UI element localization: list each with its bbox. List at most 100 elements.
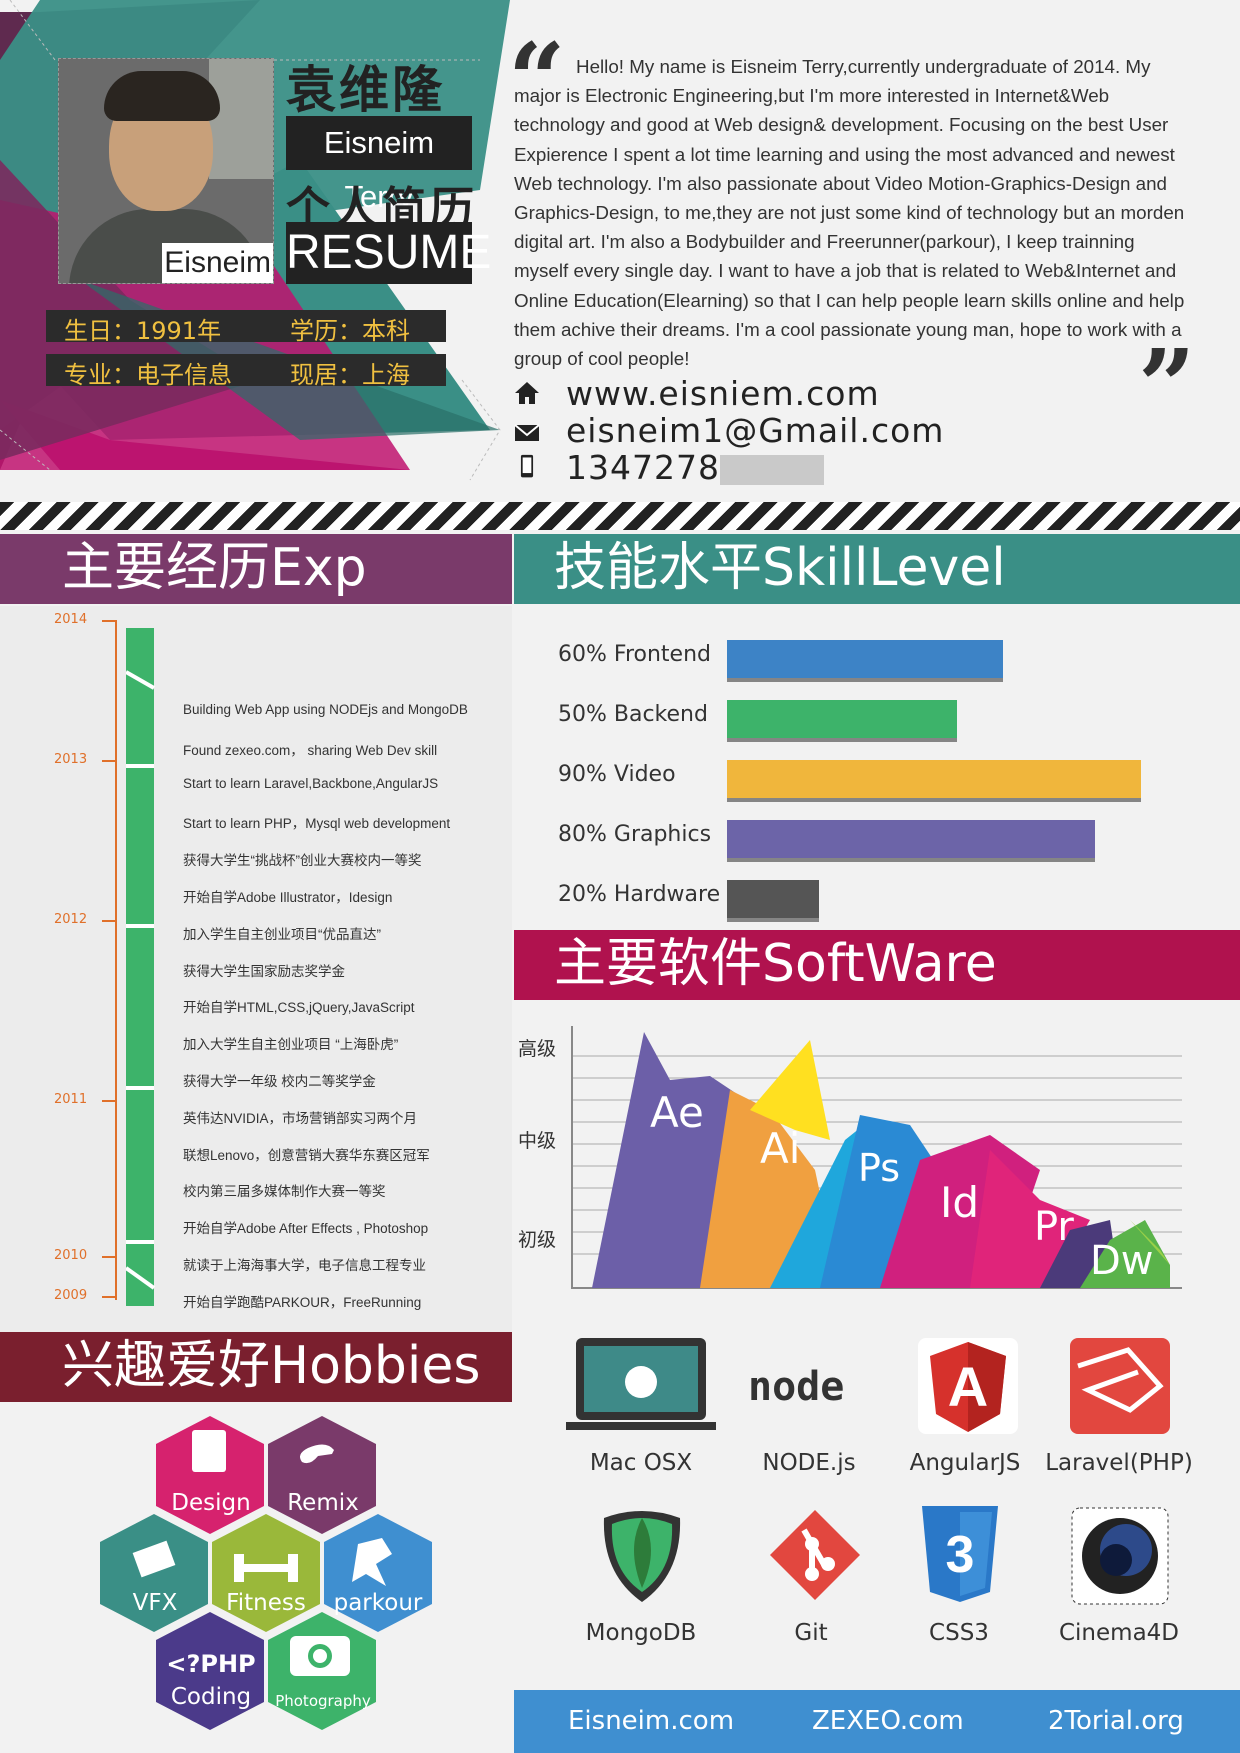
stripe-divider [0, 502, 1240, 530]
section-hobbies-header: 兴趣爱好Hobbies [0, 1332, 512, 1402]
footer-link-2torial[interactable]: 2Torial.org [1048, 1706, 1184, 1736]
timeline-year-tick [102, 1296, 116, 1298]
svg-text:3: 3 [946, 1526, 975, 1584]
footer-bar [514, 1690, 1240, 1753]
software-label: Id [940, 1178, 980, 1227]
laravel-icon [1070, 1338, 1170, 1434]
section-exp-header: 主要经历Exp [0, 534, 512, 604]
timeline-year-tick [102, 760, 116, 762]
skill-label: 50% Backend [558, 702, 708, 727]
level-mid: 中级 [518, 1130, 557, 1152]
education: 学历：本科 [290, 317, 410, 345]
timeline-entry: Building Web App using NODEjs and MongoD… [183, 702, 468, 717]
timeline-entry: 开始自学Adobe After Effects , Photoshop [183, 1221, 429, 1237]
hobby-design: Design [171, 1490, 251, 1516]
timeline-panel [0, 606, 512, 1332]
footer-link-zexeo[interactable]: ZEXEO.com [812, 1706, 964, 1736]
name-english: Eisneim Terry [286, 116, 472, 214]
phone-redaction [719, 454, 824, 485]
mail-icon [514, 424, 540, 441]
timeline-entry: 获得大学生“挑战杯”创业大赛校内一等奖 [183, 853, 422, 869]
info-bar-1 [46, 310, 446, 342]
skill-label: 60% Frontend [558, 642, 711, 667]
name-chinese: 袁维隆 [286, 61, 445, 119]
timeline-entry: 加入大学生自主创业项目 “上海卧虎” [183, 1037, 399, 1053]
skill-label: 20% Hardware [558, 882, 721, 907]
hobby-hexagons [100, 1416, 432, 1730]
skill-label: 80% Graphics [558, 822, 712, 847]
hobby-vfx: VFX [132, 1590, 178, 1616]
app-label: Mac OSX [589, 1450, 693, 1476]
home-icon [515, 382, 539, 404]
hobby-fitness: Fitness [226, 1590, 306, 1616]
timeline-year-tick [102, 1256, 116, 1258]
info-bar-2 [46, 354, 446, 386]
app-label: CSS3 [929, 1620, 989, 1646]
phone-icon [520, 454, 534, 478]
timeline-bar [126, 628, 156, 1306]
app-label: Cinema4D [1058, 1620, 1180, 1646]
software-label: Ai [760, 1124, 801, 1173]
timeline-entry: 获得大学一年级 校内二等奖学金 [183, 1074, 376, 1089]
level-low: 初级 [518, 1229, 557, 1251]
phone-number: 1347278 [566, 448, 824, 487]
svg-text:A: A [948, 1355, 988, 1418]
timeline-entry: 开始自学Adobe Illustrator，Idesign [183, 890, 393, 905]
nodejs-icon: node [748, 1364, 845, 1410]
website-link[interactable]: www.eisniem.com [566, 374, 880, 413]
bio-paragraph: Hello! My name is Eisneim Terry,currentl… [514, 56, 1185, 370]
timeline-year: 2013 [54, 752, 88, 767]
app-label: MongoDB [585, 1620, 697, 1646]
profile-photo: Eisneim [58, 58, 274, 284]
footer-link-eisneim[interactable]: Eisneim.com [568, 1706, 735, 1736]
close-quote-icon: ” [1138, 327, 1196, 445]
timeline-year: 2012 [54, 912, 88, 927]
residence: 现居：上海 [290, 361, 410, 389]
software-label: Pr [1034, 1204, 1074, 1250]
section-software-header: 主要软件SoftWare [514, 930, 1240, 1000]
timeline-year: 2011 [54, 1092, 88, 1107]
software-label: Dw [1090, 1238, 1154, 1284]
css3-icon: 3 [922, 1506, 998, 1602]
timeline-year: 2009 [54, 1288, 88, 1303]
birthday: 生日：1991年 [64, 317, 222, 345]
hobby-parkour: parkour [333, 1590, 423, 1616]
skill-bar [727, 760, 1141, 798]
timeline-entry: Start to learn PHP，Mysql web development [183, 816, 451, 832]
timeline-entry: 加入学生自主创业项目“优品直达” [183, 926, 381, 942]
open-quote-icon: “ [508, 21, 566, 139]
skill-bar [727, 640, 1003, 678]
timeline-axis [115, 620, 117, 1300]
section-skills-header: 技能水平SkillLevel [514, 534, 1240, 604]
timeline-year: 2014 [54, 612, 88, 627]
mongodb-icon [603, 1511, 681, 1602]
hobby-remix: Remix [287, 1490, 359, 1516]
software-label: Ps [858, 1146, 901, 1190]
skill-bar [727, 820, 1095, 858]
timeline-year-tick [102, 1100, 116, 1102]
timeline-entry: 联想Lenovo，创意营销大赛华东赛区冠军 [183, 1147, 430, 1163]
skill-bar [727, 880, 819, 918]
hobby-coding: Coding [170, 1684, 252, 1710]
bio-text: Hello! My name is Eisneim Terry,currentl… [514, 52, 1190, 373]
timeline-entry: 开始自学HTML,CSS,jQuery,JavaScript [183, 1000, 415, 1016]
mac-osx-icon [566, 1338, 716, 1430]
software-chart [571, 1026, 1182, 1289]
hobby-php-logo: <?PHP [166, 1650, 256, 1678]
app-label: Laravel(PHP) [1045, 1450, 1193, 1476]
major: 专业：电子信息 [64, 361, 232, 389]
timeline-year: 2010 [54, 1248, 88, 1263]
angularjs-icon: A [918, 1338, 1018, 1434]
resume-title-english: RESUME [286, 222, 491, 284]
skill-label: 90% Video [558, 762, 676, 787]
email-link[interactable]: eisneim1@Gmail.com [566, 411, 945, 450]
app-label: NODE.js [762, 1450, 856, 1476]
photo-name-tag: Eisneim [162, 243, 273, 283]
skill-bar [727, 700, 957, 738]
phone-digits: 1347278 [566, 448, 720, 487]
timeline-entry: 就读于上海海事大学，电子信息工程专业 [183, 1258, 426, 1273]
level-high: 高级 [518, 1038, 557, 1060]
git-icon [770, 1510, 860, 1600]
timeline-entry: 英伟达NVIDIA，市场营销部实习两个月 [183, 1110, 418, 1126]
software-label: Ae [650, 1088, 704, 1137]
